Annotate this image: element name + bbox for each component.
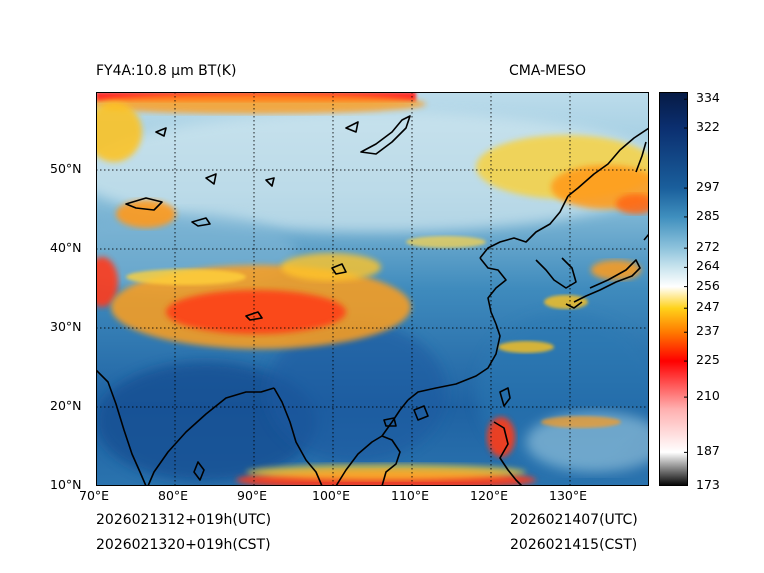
colorbar — [659, 92, 688, 487]
colorbar-tick-label: 285 — [696, 207, 720, 223]
coast-malay — [335, 435, 401, 486]
colorbar-tick-label: 210 — [696, 388, 720, 404]
lake-north-1 — [205, 173, 217, 185]
cloud-pacific-streak — [541, 416, 621, 428]
coast-east-china — [479, 257, 507, 325]
coast-india — [96, 369, 147, 486]
cloud-okhotsk — [616, 194, 649, 214]
coast-kyushu — [565, 301, 583, 309]
coast-sri-lanka — [193, 461, 205, 481]
cloud-tibet-streak — [126, 269, 246, 285]
colorbar-tick-label: 334 — [696, 90, 720, 106]
warm-land-se-asia — [266, 322, 446, 462]
coast-japan-honshu — [573, 259, 641, 303]
graticule — [96, 92, 649, 486]
colorbar-tick-label: 322 — [696, 119, 720, 135]
coast-vietnam — [381, 399, 409, 437]
lon-label-130: 130°E — [549, 488, 588, 503]
coast-bay-of-bengal — [147, 387, 275, 486]
coast-korea — [535, 257, 577, 289]
colorbar-tick-label: 247 — [696, 299, 720, 315]
lat-label-10: 10°N — [50, 477, 82, 492]
coast-philippines — [493, 421, 523, 486]
colorbar-tick-label: 225 — [696, 352, 720, 368]
colorbar-tick-label: 272 — [696, 239, 720, 255]
coast-indochina — [273, 387, 323, 486]
init-time-cst: 2026021320+019h(CST) — [96, 537, 271, 553]
lake-north-2 — [265, 177, 275, 187]
coast-south-china — [407, 323, 501, 401]
coast-sakhalin — [635, 141, 647, 173]
colorbar-frame — [659, 92, 688, 486]
lon-label-120: 120°E — [470, 488, 509, 503]
map-title: FY4A:10.8 µm BT(K) — [96, 63, 237, 79]
coastlines — [96, 115, 649, 486]
cloud-yellow-sea — [406, 236, 486, 248]
cloud-kuroshio — [498, 341, 554, 353]
cloud-pacific — [526, 412, 649, 472]
init-time-utc: 2026021312+019h(UTC) — [96, 512, 272, 528]
lon-label-70: 70°E — [79, 488, 110, 503]
colorbar-tick-label: 187 — [696, 443, 720, 459]
lake-balkhash — [125, 197, 163, 211]
lake-qinghai — [331, 263, 347, 275]
lat-label-20: 20°N — [50, 398, 82, 413]
cloud-japan-north — [591, 260, 641, 280]
lake-tonle — [383, 417, 397, 427]
lat-label-40: 40°N — [50, 240, 82, 255]
coast-taiwan — [499, 387, 511, 407]
lake-baikal — [360, 115, 411, 155]
colorbar-tick-label: 297 — [696, 179, 720, 195]
lake-north-4 — [345, 121, 359, 133]
valid-time-utc: 2026021407(UTC) — [510, 512, 638, 528]
colorbar-fill — [659, 92, 688, 486]
cloud-west-edge — [96, 257, 118, 307]
cloud-tibet-north — [281, 253, 381, 281]
valid-time-cst: 2026021415(CST) — [510, 537, 638, 553]
lake-issyk — [191, 217, 211, 227]
lat-label-50: 50°N — [50, 161, 82, 176]
lon-label-110: 110°E — [391, 488, 430, 503]
coast-north-china — [479, 195, 569, 259]
lon-label-80: 80°E — [158, 488, 189, 503]
cloud-philippines — [487, 417, 515, 457]
cloud-west-mid — [116, 200, 176, 228]
colorbar-tick-label: 173 — [696, 477, 720, 492]
satellite-map — [96, 92, 649, 486]
colorbar-tick-label: 256 — [696, 277, 720, 293]
cloud-nw-corner — [96, 102, 142, 162]
lon-label-90: 90°E — [237, 488, 268, 503]
lake-north-3 — [155, 127, 167, 137]
colorbar-tick-label: 264 — [696, 258, 720, 274]
lat-label-30: 30°N — [50, 319, 82, 334]
model-name: CMA-MESO — [509, 63, 587, 79]
map-frame — [96, 92, 649, 486]
colorbar-tick-label: 237 — [696, 323, 720, 339]
coast-russia-fe — [567, 127, 649, 197]
lon-label-100: 100°E — [312, 488, 351, 503]
cloud-north-edge-glow — [96, 94, 426, 114]
